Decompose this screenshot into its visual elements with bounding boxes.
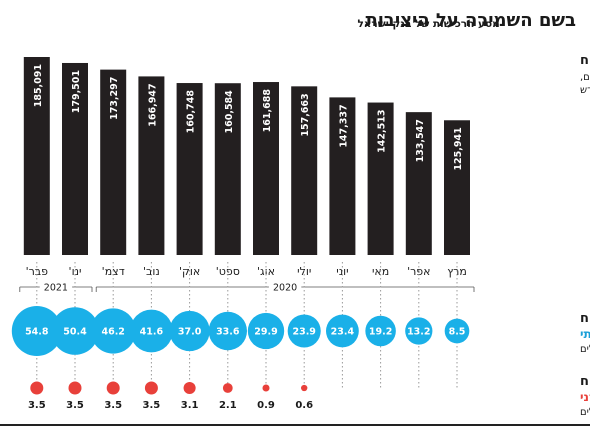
bottom-rule <box>0 424 590 426</box>
gov-bond-value: 46.2 <box>101 327 124 338</box>
corp-bond-value: 0.6 <box>295 400 313 411</box>
corp-bond-dot <box>106 381 120 395</box>
corp-bond-dot <box>68 381 82 395</box>
gov-bond-value: 33.6 <box>216 327 240 338</box>
corp-bond-dot <box>301 384 308 392</box>
corp-bond-value: 3.5 <box>28 400 46 411</box>
gov-bond-value: 19.2 <box>369 327 392 338</box>
bar-2 <box>405 112 432 255</box>
bar-12 <box>23 57 50 255</box>
gov-bond-value: 23.9 <box>292 327 315 338</box>
legend-corp-title: רכישות אג"ח <box>580 374 590 389</box>
bar-value-label: 185,091 <box>33 64 44 107</box>
bar-value-label: 173,297 <box>109 77 120 120</box>
gov-bond-value: 29.9 <box>254 327 277 338</box>
gov-bond-circle <box>130 309 173 353</box>
bar-10 <box>100 69 127 255</box>
gov-bond-circle <box>51 307 99 355</box>
gov-bond-value: 50.4 <box>63 327 87 338</box>
legend-reserves-title: יתרות מט"ח <box>580 53 590 68</box>
corp-bond-dot <box>144 381 158 395</box>
bar-7 <box>214 83 241 255</box>
bar-value-label: 160,748 <box>186 90 197 134</box>
corp-bond-dot <box>222 383 233 393</box>
legend-reserves-unit: נכון לסוף חודש <box>580 85 590 96</box>
bar-value-label: 142,513 <box>377 110 388 153</box>
corp-bond-value: 2.1 <box>219 400 237 411</box>
gov-bond-circle <box>169 310 210 352</box>
corp-bond-value: 3.1 <box>181 400 199 411</box>
gov-bond-circle <box>90 308 136 354</box>
bar-value-label: 179,501 <box>71 70 82 113</box>
bar-9 <box>138 76 165 255</box>
corp-bond-value: 3.5 <box>104 400 122 411</box>
gov-bond-circle <box>325 314 359 348</box>
year-label: 2020 <box>273 283 297 294</box>
bar-value-label: 161,688 <box>262 89 273 133</box>
chart-title: בשם השמירה על היציבות <box>365 10 576 31</box>
gov-bond-circle <box>365 315 396 347</box>
bar-value-label: 160,584 <box>224 90 235 134</box>
corp-bond-value: 3.5 <box>66 400 84 411</box>
gov-bond-circle <box>208 311 247 351</box>
corp-bond-dot <box>262 384 270 392</box>
legend-reserves-unit: במיליוני דולרים, <box>580 72 590 83</box>
bar-value-label: 125,941 <box>453 127 464 170</box>
legend-gov-unit: במיליארדי שקלים <box>580 344 590 355</box>
gov-bond-value: 8.5 <box>449 327 466 338</box>
bar-11 <box>62 62 88 255</box>
bar-value-label: 166,947 <box>147 83 158 126</box>
chart-subtitle: מסע הרכישות של בנק ישראל <box>357 18 499 30</box>
legend-gov-title: רכישות אג"ח <box>580 311 590 326</box>
gov-bond-circle <box>405 317 433 345</box>
bar-3 <box>367 102 394 255</box>
bar-5 <box>291 86 318 255</box>
bar-value-label: 147,337 <box>338 104 349 147</box>
corp-bond-dot <box>183 381 196 395</box>
gov-bond-value: 41.6 <box>140 327 164 338</box>
gov-bond-value: 54.8 <box>25 327 49 338</box>
bar-1 <box>444 120 470 255</box>
gov-bond-circle <box>247 312 285 350</box>
gov-bond-circle <box>287 314 321 348</box>
gov-bond-value: 37.0 <box>178 327 202 338</box>
bar-4 <box>329 97 356 255</box>
gov-bond-value: 23.4 <box>331 327 355 338</box>
legend-gov-subtitle: ממשלתי <box>580 327 590 341</box>
corp-bond-value: 0.9 <box>257 400 275 411</box>
corp-bond-dot <box>30 381 44 395</box>
gov-bond-circle <box>444 318 470 344</box>
bar-value-label: 157,663 <box>300 93 311 136</box>
gov-bond-circle <box>11 306 62 356</box>
legend-corp-subtitle: קונצרני <box>580 390 590 404</box>
gov-bond-value: 13.2 <box>407 327 430 338</box>
year-label: 2021 <box>44 283 68 294</box>
corp-bond-value: 3.5 <box>143 400 161 411</box>
bar-value-label: 133,547 <box>415 119 426 162</box>
legend-corp-unit: במיליארדי שקלים <box>580 407 590 418</box>
bar-8 <box>176 83 203 256</box>
bar-6 <box>253 82 279 255</box>
